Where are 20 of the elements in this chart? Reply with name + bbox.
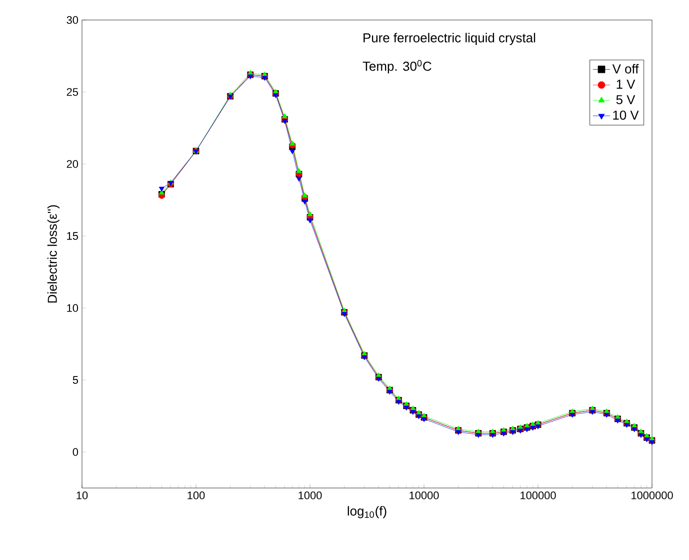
x-tick-label: 10000 — [410, 492, 439, 500]
y-tick-label: 5 — [72, 376, 78, 384]
y-tick-label: 15 — [67, 232, 78, 240]
y-axis-title: Dielectric loss(ε'') — [47, 205, 60, 303]
y-tick-label: 30 — [66, 16, 78, 24]
x-tick-label: 100000 — [520, 492, 556, 500]
y-tick-label: 0 — [72, 448, 78, 456]
y-tick-label: 25 — [66, 88, 78, 96]
x-tick-label: 100 — [188, 492, 205, 500]
legend-label: V off — [612, 64, 639, 74]
legend-label: 1 V — [616, 80, 636, 89]
legend-label: 5 V — [616, 95, 636, 104]
legend-label: 10 V — [613, 110, 639, 120]
x-axis-title: log$_{10}$(f) — [348, 506, 386, 518]
x-tick-label: 1000000 — [632, 492, 673, 500]
x-tick-label: 1000 — [298, 492, 322, 500]
y-tick-label: 20 — [66, 160, 78, 168]
annotation: Temp. 30$^{0}$C — [362, 60, 432, 74]
y-tick-label: 10 — [67, 304, 78, 312]
annotation: Pure ferroelectric liquid crystal — [364, 32, 536, 45]
